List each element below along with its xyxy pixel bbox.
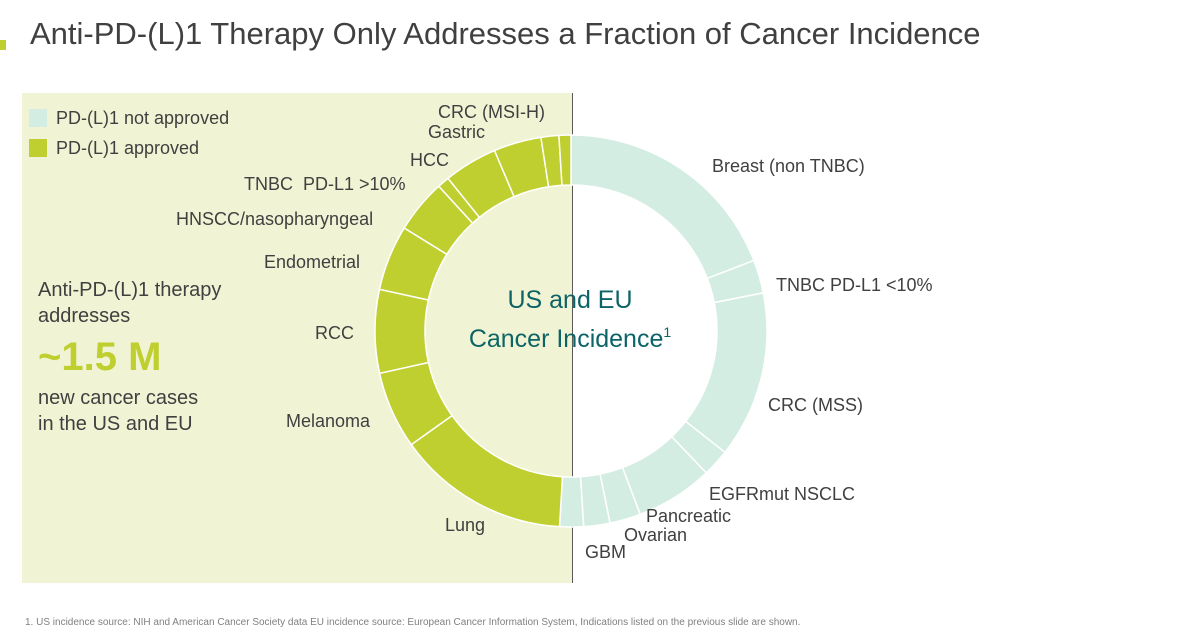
legend-item-approved: PD-(L)1 approved xyxy=(29,133,229,163)
legend-swatch-approved xyxy=(29,139,47,157)
legend-item-not-approved: PD-(L)1 not approved xyxy=(29,103,229,133)
slice-label-gastric: Gastric xyxy=(428,122,485,142)
slice-label-egfrmut-nsclc: EGFRmut NSCLC xyxy=(709,484,855,504)
donut-slice-gbm xyxy=(558,475,585,528)
legend-swatch-not-approved xyxy=(29,109,47,127)
donut-slice-lung xyxy=(410,414,564,528)
slice-label-breast-non-tnbc: Breast (non TNBC) xyxy=(712,156,865,176)
center-title-text: Cancer Incidence xyxy=(468,325,664,353)
slice-label-crc-msi-h: CRC (MSI-H) xyxy=(438,102,545,122)
callout-line-2: addresses xyxy=(38,305,131,327)
addressable-cases-callout: Anti-PD-(L)1 therapy addresses ~1.5 M ne… xyxy=(38,277,298,437)
slice-label-tnbc-pd-l1-10: TNBC PD-L1 >10% xyxy=(244,174,406,194)
slice-label-hnscc-nasopharyngeal: HNSCC/nasopharyngeal xyxy=(176,209,373,229)
slice-label-gbm: GBM xyxy=(585,542,626,562)
slice-label-endometrial: Endometrial xyxy=(264,252,360,272)
callout-line-3: new cancer cases xyxy=(38,387,199,409)
callout-line-4: in the US and EU xyxy=(38,413,193,435)
callout-line-1: Anti-PD-(L)1 therapy xyxy=(38,279,222,301)
slice-label-ovarian: Ovarian xyxy=(624,525,687,545)
center-title-footnote-mark: 1 xyxy=(663,324,672,340)
slice-label-tnbc-pd-l1-10: TNBC PD-L1 <10% xyxy=(776,275,933,295)
divider-line xyxy=(572,93,573,583)
slice-label-hcc: HCC xyxy=(410,150,449,170)
donut-center-title: US and EU Cancer Incidence1 xyxy=(420,284,720,355)
title-accent-bar xyxy=(0,40,6,50)
center-title-line-1: US and EU xyxy=(507,286,633,314)
legend-label-approved: PD-(L)1 approved xyxy=(56,137,200,158)
page-title: Anti-PD-(L)1 Therapy Only Addresses a Fr… xyxy=(30,16,981,51)
slice-label-melanoma: Melanoma xyxy=(286,411,371,431)
callout-value: ~1.5 M xyxy=(38,335,162,379)
center-title-line-2: Cancer Incidence1 xyxy=(420,316,720,355)
chart-legend: PD-(L)1 not approved PD-(L)1 approved xyxy=(29,103,229,163)
slice-label-pancreatic: Pancreatic xyxy=(646,506,731,526)
slice-label-crc-mss: CRC (MSS) xyxy=(768,395,863,415)
footnote: 1. US incidence source: NIH and American… xyxy=(25,617,801,628)
slice-label-lung: Lung xyxy=(445,515,485,535)
slice-label-rcc: RCC xyxy=(315,323,354,343)
legend-label-not-approved: PD-(L)1 not approved xyxy=(56,107,230,128)
donut-slice-crc-msi-h xyxy=(558,134,572,187)
